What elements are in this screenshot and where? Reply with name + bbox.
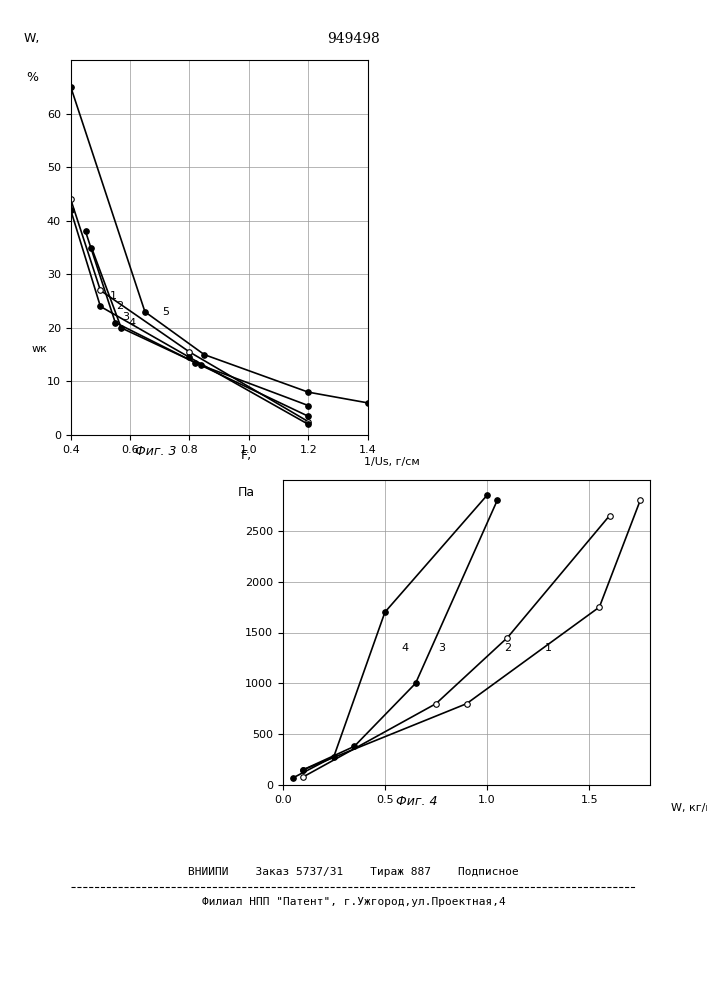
Text: %: % — [26, 71, 38, 84]
Text: Фиг. 4: Фиг. 4 — [397, 795, 438, 808]
Text: Фиг. 3: Фиг. 3 — [135, 445, 176, 458]
X-axis label: 1/Us, г/см: 1/Us, г/см — [363, 458, 419, 468]
X-axis label: W, кг/кг: W, кг/кг — [671, 803, 707, 813]
Text: 3: 3 — [438, 643, 445, 653]
Text: 2: 2 — [116, 301, 123, 311]
Text: Филиал НПП "Патент", г.Ужгород,ул.Проектная,4: Филиал НПП "Патент", г.Ужгород,ул.Проект… — [201, 897, 506, 907]
Text: F,: F, — [240, 449, 252, 462]
Text: 5: 5 — [162, 307, 169, 317]
Text: Па: Па — [238, 486, 255, 499]
Text: 4: 4 — [128, 318, 135, 328]
Text: wк: wк — [31, 344, 47, 354]
Text: W,: W, — [24, 32, 40, 45]
Text: 1: 1 — [110, 291, 117, 301]
Text: 1: 1 — [545, 643, 552, 653]
Text: 2: 2 — [504, 643, 511, 653]
Text: ВНИИПИ    Заказ 5737/31    Тираж 887    Подписное: ВНИИПИ Заказ 5737/31 Тираж 887 Подписное — [188, 867, 519, 877]
Text: 3: 3 — [122, 312, 129, 322]
Text: 949498: 949498 — [327, 32, 380, 46]
Text: 4: 4 — [402, 643, 409, 653]
